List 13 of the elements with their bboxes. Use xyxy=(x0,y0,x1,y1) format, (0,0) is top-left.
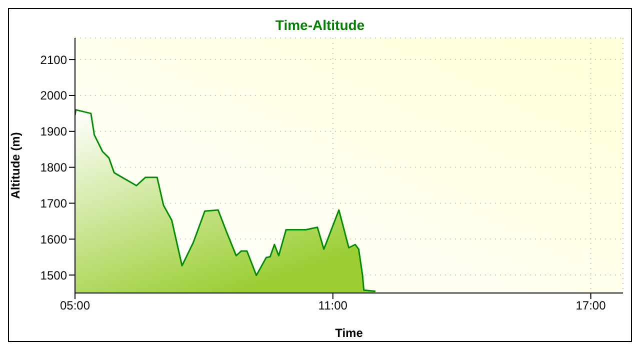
y-tick-label: 1900 xyxy=(40,124,68,139)
chart-title: Time-Altitude xyxy=(274,17,366,33)
y-tick-label: 1800 xyxy=(40,160,68,175)
y-tick-label: 1700 xyxy=(40,196,68,210)
y-tick-label: 2100 xyxy=(40,52,68,67)
y-axis-title: Altitude (m) xyxy=(8,132,22,199)
y-tick-label: 1600 xyxy=(40,232,68,246)
x-axis-title: Time xyxy=(335,326,364,340)
x-tick-label: 17:00 xyxy=(576,298,606,313)
x-tick-label: 11:00 xyxy=(318,298,348,313)
x-tick-label: 05:00 xyxy=(60,298,90,313)
y-tick-label: 1500 xyxy=(40,268,68,282)
y-tick-label: 2000 xyxy=(40,88,68,103)
